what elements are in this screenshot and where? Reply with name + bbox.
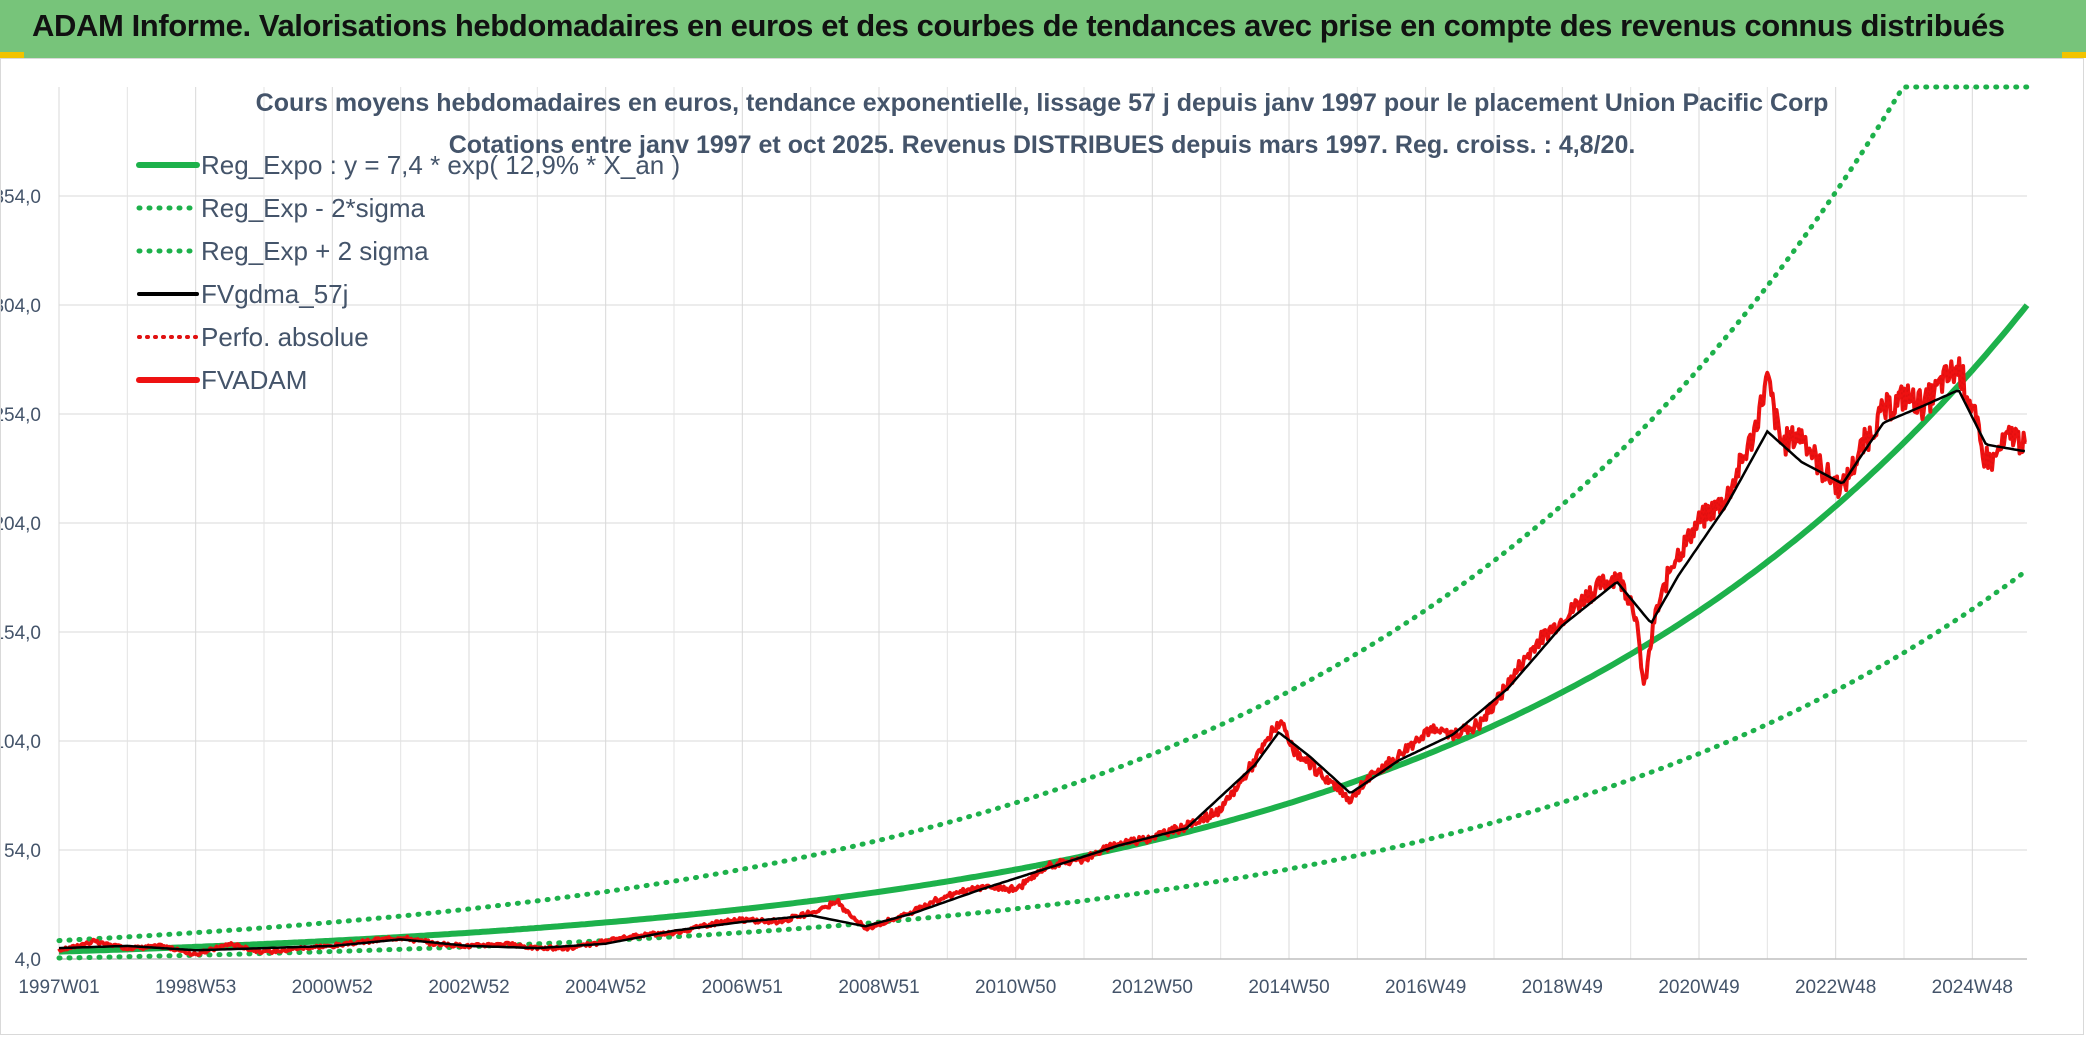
y-tick-label: 254,0 (1, 405, 41, 426)
x-tick-label: 2020W49 (1658, 977, 1739, 998)
x-tick-label: 2004W52 (565, 977, 646, 998)
x-tick-label: 2000W52 (292, 977, 373, 998)
y-tick-label: 304,0 (1, 296, 41, 317)
x-tick-label: 1997W01 (18, 977, 99, 998)
y-tick-label: 154,0 (1, 623, 41, 644)
legend-label: FVgdma_57j (201, 279, 348, 309)
legend: Reg_Expo : y = 7,4 * exp( 12,9% * X_an )… (136, 150, 680, 395)
chart-subtitle: Cotations entre janv 1997 et oct 2025. R… (449, 131, 1636, 159)
chart-frame: 4,0 54,0 104,0 154,0 204,0 254,0 304,0 354,0 19… (0, 58, 2084, 1035)
x-tick-label: 2014W50 (1248, 977, 1329, 998)
x-tick-label: 2018W49 (1522, 977, 1603, 998)
legend-label: Perfo. absolue (201, 322, 369, 352)
x-tick-label: 2006W51 (702, 977, 783, 998)
x-tick-label: 2010W50 (975, 977, 1056, 998)
y-tick-label: 204,0 (1, 514, 41, 535)
chart-title: Cours moyens hebdomadaires en euros, ten… (256, 89, 1829, 117)
x-tick-label: 2024W48 (1932, 977, 2013, 998)
corner-marker-right (2062, 52, 2086, 58)
page-title: ADAM Informe. Valorisations hebdomadaire… (32, 8, 2005, 43)
y-tick-label: 104,0 (1, 732, 41, 753)
x-tick-label: 2012W50 (1112, 977, 1193, 998)
legend-label: Reg_Expo : y = 7,4 * exp( 12,9% * X_an ) (201, 150, 680, 180)
series-reg-expo (58, 303, 2030, 955)
y-axis-ticks: 4,0 54,0 104,0 154,0 204,0 254,0 304,0 354,0 (1, 187, 41, 971)
x-axis-ticks: 1997W01 1998W53 2000W52 2002W52 2004W52 2006W… (18, 977, 2013, 998)
legend-label: Reg_Exp + 2 sigma (201, 236, 429, 266)
y-tick-label: 354,0 (1, 187, 41, 208)
x-tick-label: 2022W48 (1795, 977, 1876, 998)
x-tick-label: 1998W53 (155, 977, 236, 998)
chart-canvas: 4,0 54,0 104,0 154,0 204,0 254,0 304,0 354,0 19… (1, 84, 2030, 998)
legend-label: FVADAM (201, 365, 307, 395)
plot-lines (56, 84, 2030, 961)
y-tick-label: 4,0 (15, 950, 41, 971)
x-tick-label: 2002W52 (428, 977, 509, 998)
x-tick-label: 2008W51 (838, 977, 919, 998)
series-fvgdma-57j (58, 389, 2026, 952)
series-reg-exp-minus-2sigma (56, 567, 2030, 961)
legend-label: Reg_Exp - 2*sigma (201, 193, 426, 223)
y-tick-label: 54,0 (4, 841, 41, 862)
x-tick-label: 2016W49 (1385, 977, 1466, 998)
header-banner: ADAM Informe. Valorisations hebdomadaire… (0, 0, 2086, 58)
series-reg-exp-plus-2sigma (56, 84, 2030, 944)
corner-marker-left (0, 52, 24, 58)
gridlines (58, 87, 2027, 960)
